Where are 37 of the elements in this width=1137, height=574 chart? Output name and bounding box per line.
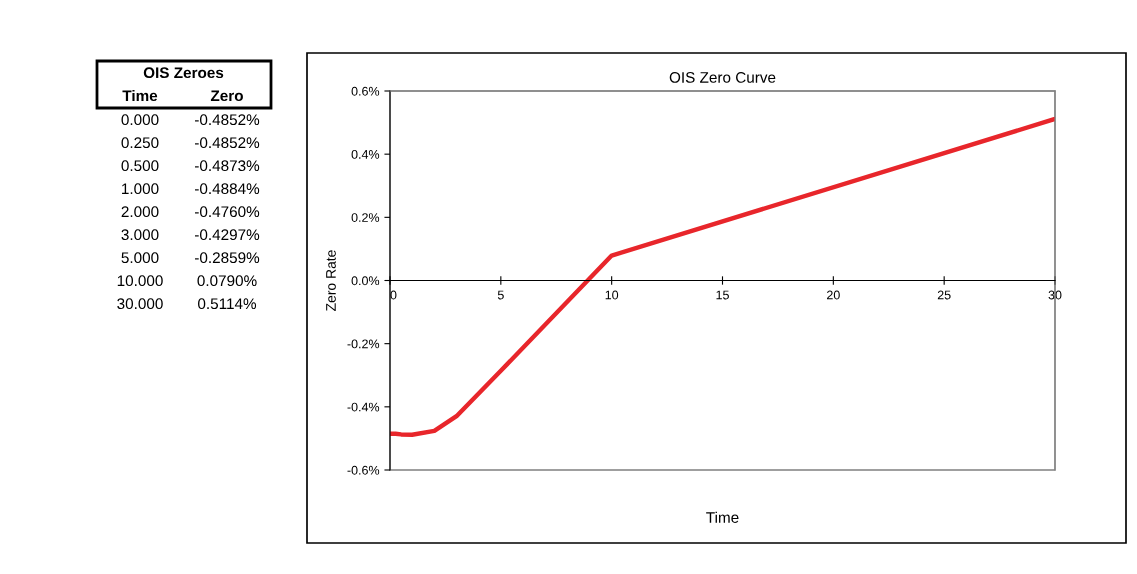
y-tick-label: 0.0% [351,276,380,286]
text: 0.5114% [198,298,257,310]
text: 2.000 [121,206,159,218]
x-axis-title: Time [706,511,739,523]
text: 3.000 [121,229,159,241]
y-axis-title: Zero Rate [326,250,336,311]
x-tick-label: 10 [605,290,619,300]
text: 0.000 [121,114,159,126]
text: 10.000 [117,275,163,287]
x-tick-label: 25 [937,290,951,300]
chart-title: OIS Zero Curve [669,72,776,83]
y-tick-label: 0.4% [351,149,380,159]
text: 0.250 [121,137,159,149]
text: -0.2859% [194,252,260,264]
text: Time [122,89,158,102]
x-tick-label: 15 [716,290,729,300]
text: 5.000 [121,252,159,264]
x-tick-label: 20 [827,290,840,300]
y-tick-label: 0.6% [351,86,380,96]
text: 0.500 [121,160,159,172]
y-tick-label: -0.4% [347,402,380,412]
text: 0.0790% [197,275,257,287]
y-tick-label: -0.2% [347,339,380,349]
text: -0.4852% [194,137,260,149]
text: -0.4884% [194,183,260,195]
y-tick-label: -0.6% [347,465,380,475]
text: -0.4297% [194,229,260,241]
text: 30.000 [117,298,163,310]
text: 1.000 [122,183,159,195]
text: -0.4760% [194,206,260,218]
text: OIS Zeroes [143,67,224,79]
x-tick-label: 5 [497,290,504,300]
text: Zero [210,90,243,102]
text: -0.4873% [194,160,260,172]
text: -0.4852% [194,114,260,126]
y-tick-label: 0.2% [351,213,380,222]
x-tick-label: 30 [1048,290,1062,300]
